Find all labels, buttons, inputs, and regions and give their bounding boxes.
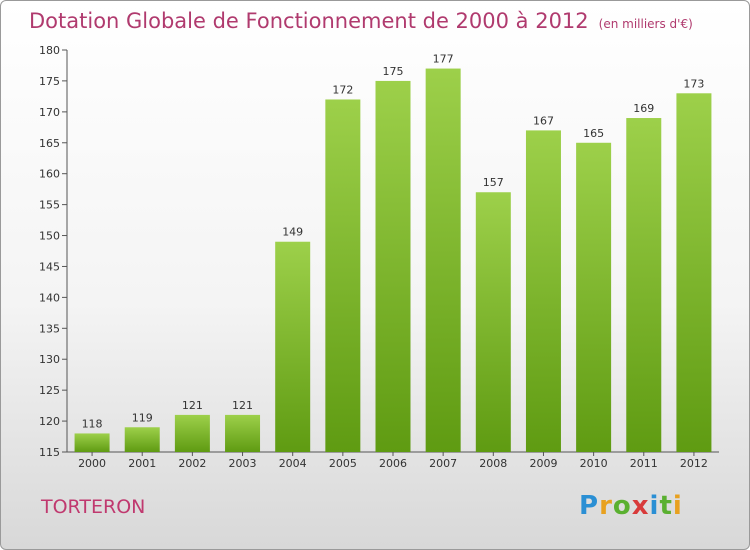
proxiti-logo: Proxiti bbox=[579, 491, 683, 521]
x-tick-label: 2006 bbox=[379, 457, 407, 470]
x-tick-label: 2008 bbox=[479, 457, 507, 470]
chart-title-block: Dotation Globale de Fonctionnement de 20… bbox=[29, 9, 693, 33]
x-tick-label: 2000 bbox=[78, 457, 106, 470]
x-tick-label: 2007 bbox=[429, 457, 457, 470]
y-tick-label: 140 bbox=[39, 291, 60, 304]
bar bbox=[576, 142, 612, 452]
y-tick-label: 175 bbox=[39, 75, 60, 88]
x-tick-label: 2003 bbox=[229, 457, 257, 470]
logo-letter: t bbox=[659, 491, 673, 521]
bar bbox=[626, 118, 662, 453]
y-tick-label: 180 bbox=[39, 44, 60, 57]
y-tick-label: 125 bbox=[39, 384, 60, 397]
x-tick-label: 2011 bbox=[630, 457, 658, 470]
bar-value-label: 173 bbox=[683, 77, 704, 90]
bar-value-label: 149 bbox=[282, 226, 303, 239]
bar bbox=[74, 433, 110, 452]
bar-value-label: 121 bbox=[182, 399, 203, 412]
logo-letter: i bbox=[649, 491, 660, 521]
bar bbox=[525, 130, 561, 452]
y-tick-label: 130 bbox=[39, 353, 60, 366]
bar-value-label: 157 bbox=[483, 176, 504, 189]
bar-value-label: 119 bbox=[132, 411, 153, 424]
y-tick-label: 165 bbox=[39, 137, 60, 150]
bar bbox=[275, 241, 311, 452]
bar bbox=[225, 414, 261, 452]
x-tick-label: 2010 bbox=[580, 457, 608, 470]
logo-letter: i bbox=[672, 491, 683, 521]
bar bbox=[325, 99, 361, 452]
y-tick-label: 135 bbox=[39, 322, 60, 335]
logo-letter: o bbox=[612, 491, 632, 521]
logo-letter: P bbox=[579, 491, 600, 521]
bar bbox=[124, 427, 160, 452]
y-tick-label: 120 bbox=[39, 415, 60, 428]
bar bbox=[375, 80, 411, 452]
commune-name: TORTERON bbox=[41, 496, 146, 518]
logo-letter: x bbox=[631, 491, 650, 521]
bar bbox=[174, 414, 210, 452]
unit-note: (en milliers d'€) bbox=[598, 17, 693, 31]
x-tick-label: 2012 bbox=[680, 457, 708, 470]
x-tick-label: 2009 bbox=[529, 457, 557, 470]
bar-value-label: 118 bbox=[82, 417, 103, 430]
x-tick-label: 2005 bbox=[329, 457, 357, 470]
y-tick-label: 115 bbox=[39, 446, 60, 459]
x-tick-label: 2001 bbox=[128, 457, 156, 470]
bar-value-label: 169 bbox=[633, 102, 654, 115]
y-tick-label: 170 bbox=[39, 106, 60, 119]
y-tick-label: 160 bbox=[39, 168, 60, 181]
bar-value-label: 177 bbox=[433, 53, 454, 66]
bar-value-label: 175 bbox=[383, 65, 404, 78]
y-tick-label: 150 bbox=[39, 230, 60, 243]
bar bbox=[676, 93, 712, 453]
bar bbox=[425, 68, 461, 453]
y-tick-label: 145 bbox=[39, 260, 60, 273]
x-tick-label: 2002 bbox=[178, 457, 206, 470]
bar-value-label: 165 bbox=[583, 127, 604, 140]
logo-letter: r bbox=[599, 491, 613, 521]
y-tick-label: 155 bbox=[39, 199, 60, 212]
x-tick-label: 2004 bbox=[279, 457, 307, 470]
chart-title: Dotation Globale de Fonctionnement de 20… bbox=[29, 9, 589, 33]
bar-value-label: 167 bbox=[533, 114, 554, 127]
bar-value-label: 121 bbox=[232, 399, 253, 412]
bar-value-label: 172 bbox=[332, 83, 353, 96]
bar bbox=[475, 192, 511, 452]
